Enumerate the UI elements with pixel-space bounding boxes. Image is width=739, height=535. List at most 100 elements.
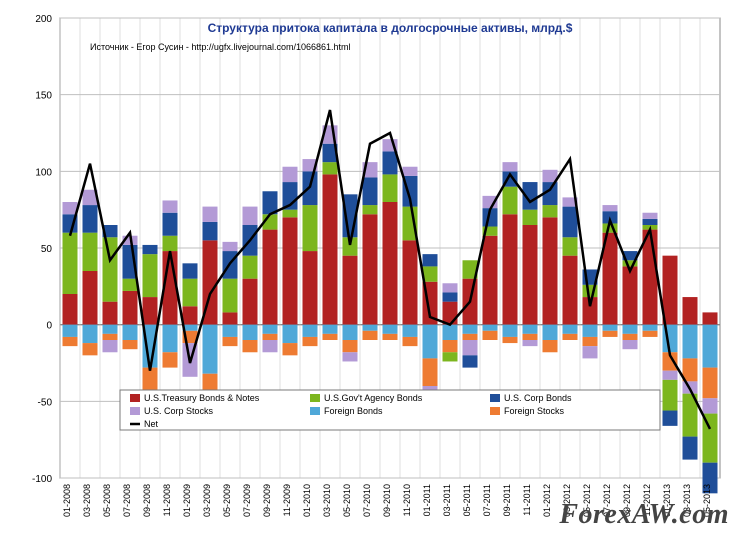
bar-us_corp_stocks	[643, 213, 658, 219]
x-tick-label: 03-2010	[322, 484, 332, 517]
bar-foreign_stocks	[503, 337, 518, 343]
bar-us_corp_bonds	[83, 205, 98, 233]
bar-us_corp_bonds	[163, 213, 178, 236]
legend-label: Net	[144, 419, 159, 429]
x-tick-label: 05-2011	[462, 484, 472, 516]
x-tick-label: 05-2010	[342, 484, 352, 517]
bar-us_gov_agency	[383, 174, 398, 202]
legend-swatch	[130, 394, 140, 402]
bar-foreign_stocks	[443, 340, 458, 352]
bar-us_corp_stocks	[523, 340, 538, 346]
bar-us_treasury	[523, 225, 538, 325]
bar-us_treasury	[83, 271, 98, 325]
bar-us_gov_agency	[83, 233, 98, 271]
bar-us_corp_bonds	[383, 151, 398, 174]
x-tick-label: 01-2009	[182, 484, 192, 517]
bar-foreign_bonds	[583, 325, 598, 337]
x-tick-label: 03-2009	[202, 484, 212, 517]
legend-label: Foreign Bonds	[324, 406, 383, 416]
bar-us_gov_agency	[323, 162, 338, 174]
y-tick-label: 100	[35, 167, 52, 178]
bar-foreign_stocks	[263, 334, 278, 340]
bar-foreign_stocks	[623, 334, 638, 340]
bar-us_gov_agency	[543, 205, 558, 217]
bar-us_corp_stocks	[203, 207, 218, 222]
bar-us_corp_bonds	[143, 245, 158, 254]
bar-foreign_bonds	[383, 325, 398, 334]
bar-us_gov_agency	[63, 233, 78, 294]
bar-us_corp_stocks	[163, 200, 178, 212]
bar-foreign_stocks	[543, 340, 558, 352]
x-tick-label: 01-2011	[422, 484, 432, 516]
bar-foreign_bonds	[543, 325, 558, 340]
bar-us_gov_agency	[103, 237, 118, 301]
bar-us_treasury	[563, 256, 578, 325]
bar-us_treasury	[663, 256, 678, 325]
bar-foreign_bonds	[423, 325, 438, 359]
bar-us_treasury	[243, 279, 258, 325]
x-tick-label: 01-2010	[302, 484, 312, 517]
y-tick-label: 200	[35, 14, 52, 25]
bar-us_corp_stocks	[623, 340, 638, 349]
bar-foreign_stocks	[223, 337, 238, 346]
bar-foreign_stocks	[343, 340, 358, 352]
bar-us_corp_bonds	[423, 254, 438, 266]
bar-foreign_bonds	[203, 325, 218, 374]
bar-us_corp_stocks	[283, 167, 298, 182]
bar-foreign_bonds	[123, 325, 138, 340]
bar-us_corp_stocks	[223, 242, 238, 251]
bar-us_gov_agency	[123, 279, 138, 291]
bar-us_corp_stocks	[103, 340, 118, 352]
bar-us_treasury	[343, 256, 358, 325]
bar-us_corp_stocks	[243, 207, 258, 225]
bar-foreign_stocks	[643, 331, 658, 337]
bar-foreign_stocks	[523, 334, 538, 340]
bar-us_gov_agency	[183, 279, 198, 307]
y-tick-label: 50	[41, 244, 53, 255]
x-tick-label: 11-2008	[162, 484, 172, 516]
bar-foreign_bonds	[103, 325, 118, 334]
bar-us_corp_bonds	[203, 222, 218, 240]
bar-foreign_stocks	[83, 343, 98, 355]
chart-title: Структура притока капитала в долгосрочны…	[208, 21, 573, 35]
bar-us_corp_stocks	[263, 340, 278, 352]
bar-us_corp_bonds	[643, 219, 658, 225]
bar-foreign_bonds	[303, 325, 318, 337]
bar-us_gov_agency	[663, 380, 678, 411]
legend-label: U.S.Gov't Agency Bonds	[324, 393, 423, 403]
bar-foreign_stocks	[363, 331, 378, 340]
bar-us_gov_agency	[143, 254, 158, 297]
y-tick-label: -100	[32, 474, 52, 485]
bar-us_treasury	[403, 240, 418, 324]
bar-us_treasury	[383, 202, 398, 325]
bar-us_corp_stocks	[583, 346, 598, 358]
x-tick-label: 03-2008	[82, 484, 92, 517]
bar-us_gov_agency	[163, 236, 178, 251]
bar-us_corp_stocks	[463, 340, 478, 355]
bar-us_treasury	[303, 251, 318, 325]
bar-us_treasury	[363, 214, 378, 324]
bar-us_treasury	[283, 217, 298, 324]
chart-source: Источник - Егор Сусин - http://ugfx.live…	[90, 42, 351, 52]
bar-us_treasury	[683, 297, 698, 325]
bar-foreign_stocks	[383, 334, 398, 340]
legend-swatch	[490, 407, 500, 415]
bar-us_treasury	[623, 266, 638, 324]
x-tick-label: 07-2009	[242, 484, 252, 517]
bar-foreign_bonds	[283, 325, 298, 343]
bar-foreign_bonds	[523, 325, 538, 334]
x-tick-label: 07-2011	[482, 484, 492, 516]
y-tick-label: 0	[46, 321, 52, 332]
bar-foreign_bonds	[83, 325, 98, 343]
x-tick-label: 11-2010	[402, 484, 412, 516]
bar-us_gov_agency	[303, 205, 318, 251]
bar-foreign_stocks	[563, 334, 578, 340]
x-tick-label: 09-2008	[142, 484, 152, 517]
bar-us_gov_agency	[523, 210, 538, 225]
bar-us_corp_bonds	[443, 292, 458, 301]
bar-foreign_stocks	[103, 334, 118, 340]
bar-foreign_bonds	[63, 325, 78, 337]
bar-foreign_stocks	[63, 337, 78, 346]
x-tick-label: 09-2011	[502, 484, 512, 516]
bar-us_gov_agency	[243, 256, 258, 279]
